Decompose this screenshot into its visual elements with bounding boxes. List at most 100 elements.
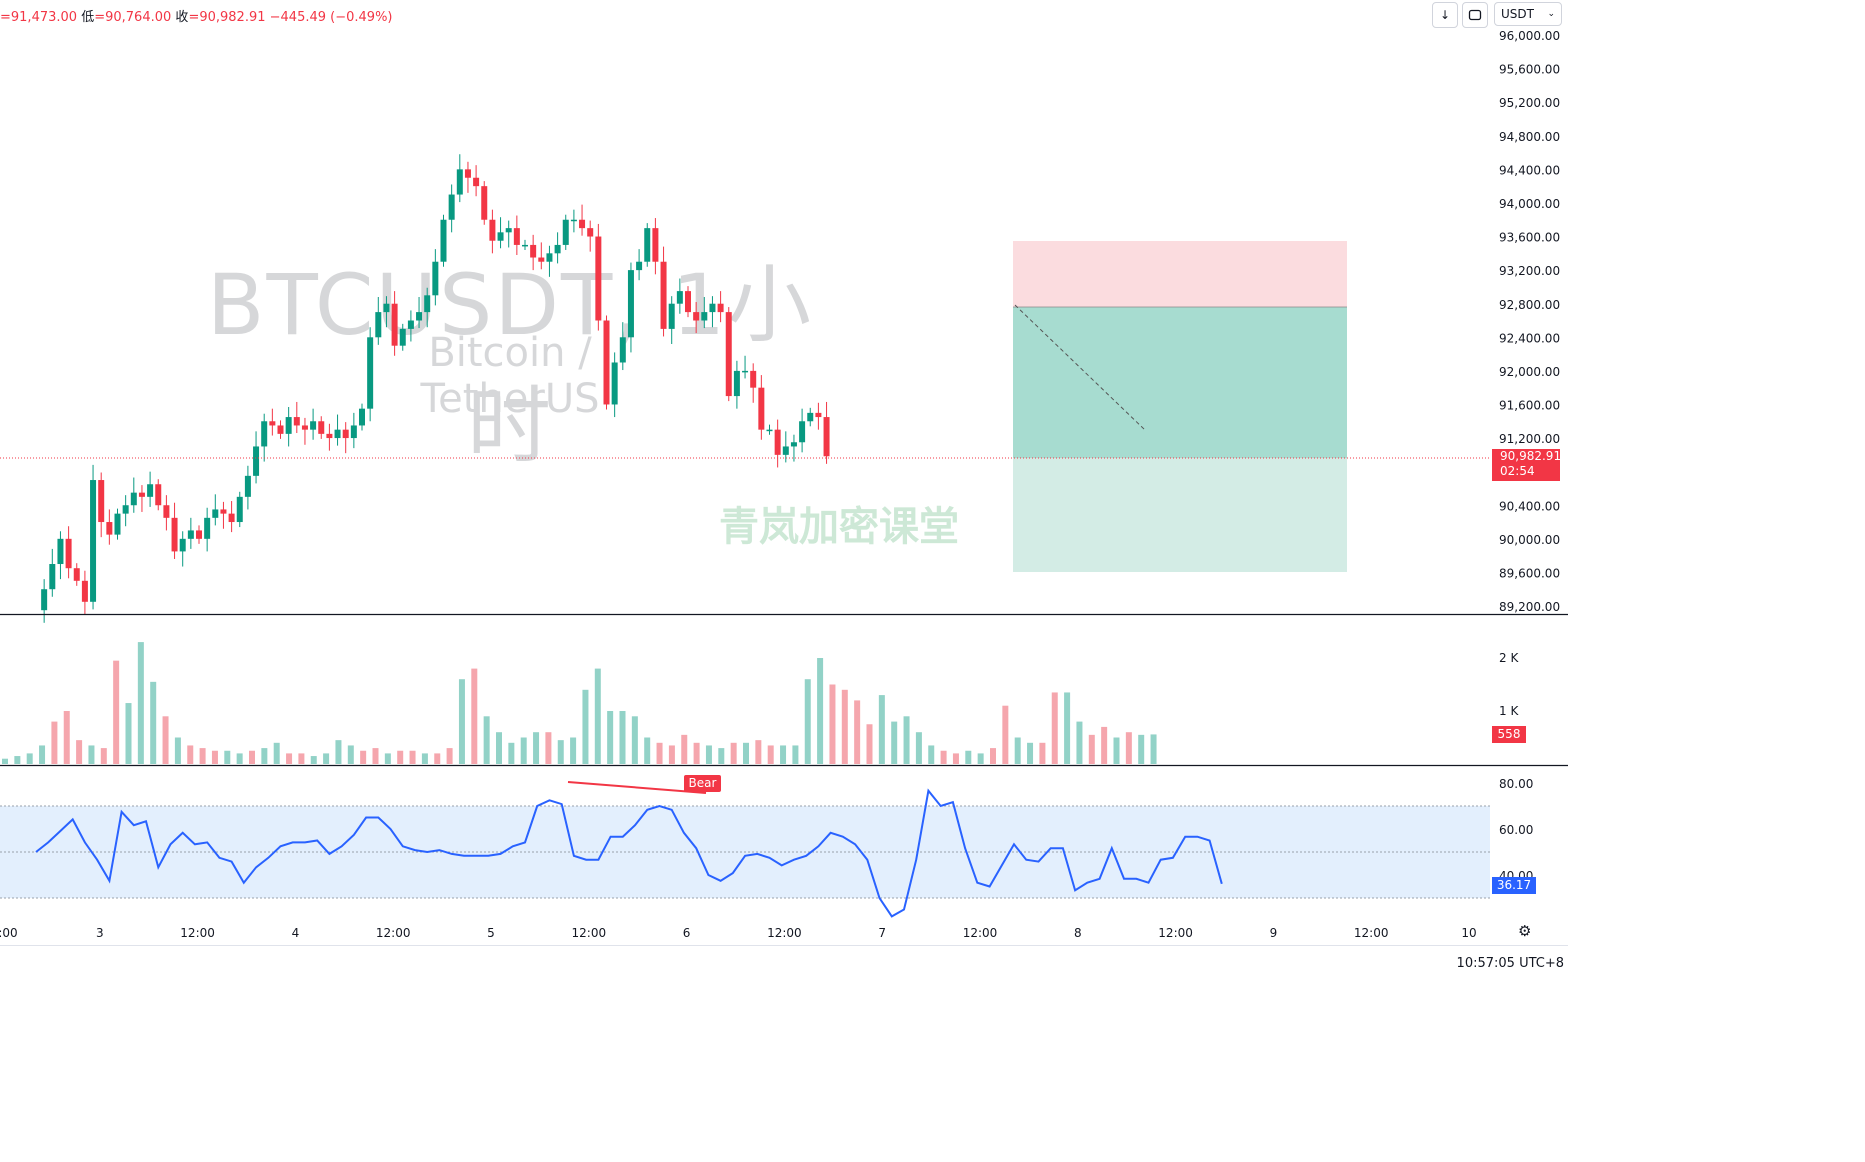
volume-bar [990, 748, 996, 764]
rsi-line [35, 788, 1223, 918]
volume-bar [767, 745, 774, 764]
candle-body [57, 538, 64, 565]
candle-body [709, 303, 716, 313]
volume-bar [113, 660, 120, 764]
candle-body [147, 484, 154, 497]
volume-bar [681, 734, 688, 764]
volume-bar [2, 758, 8, 764]
candle-body [342, 429, 349, 439]
price-axis-label: 90,400.00 [1499, 499, 1560, 513]
candle-body [98, 480, 105, 523]
volume-bar [187, 745, 194, 764]
price-axis-label: 89,600.00 [1499, 567, 1560, 581]
download-button[interactable]: ↓ [1432, 2, 1458, 28]
volume-bar [1088, 734, 1095, 764]
price-axis[interactable]: 96,000.00 95,600.00 95,200.00 94,800.00 94,4… [1499, 29, 1560, 614]
candle-body [742, 370, 749, 373]
volume-bar [397, 750, 404, 764]
candle-body [807, 412, 814, 422]
volume-bar [1051, 692, 1058, 764]
volume-bar [854, 700, 861, 764]
volume-bar [298, 753, 305, 764]
candle-body [187, 530, 194, 539]
candle-body [790, 442, 797, 447]
candle-body [473, 177, 480, 187]
stop-loss-zone[interactable] [1013, 241, 1347, 307]
candle-body [244, 475, 251, 497]
bear-divergence-label: Bear [684, 775, 721, 792]
time-axis-label: 7 [878, 926, 886, 940]
volume-bar [1138, 734, 1145, 764]
volume-bar [446, 748, 453, 764]
candle-body [774, 429, 781, 455]
time-axis-label: 5 [487, 926, 495, 940]
candle-body [416, 312, 423, 321]
volume-bar [817, 658, 824, 764]
time-axis-label: 12:00 [180, 926, 215, 940]
volume-bar [631, 716, 638, 764]
time-axis-label: 10 [1461, 926, 1476, 940]
clock-readout[interactable]: 10:57:05 UTC+8 [1456, 956, 1564, 971]
volume-bar [1039, 742, 1046, 764]
price-axis-label: 92,400.00 [1499, 331, 1560, 345]
price-chart[interactable]: 96,000.00 95,600.00 95,200.00 94,800.00 94,4… [0, 0, 1568, 975]
candle-body [277, 425, 284, 434]
rsi-axis-80: 80.00 [1499, 777, 1533, 791]
price-axis-label: 93,200.00 [1499, 264, 1560, 278]
volume-bar [434, 753, 441, 764]
volume-bar [137, 642, 144, 764]
volume-bar [705, 745, 712, 764]
rsi-badge: 36.17 [1492, 877, 1536, 894]
price-axis-label: 92,000.00 [1499, 365, 1560, 379]
volume-badge: 558 [1492, 726, 1526, 743]
countdown-value: 02:54 [1500, 464, 1535, 478]
volume-bar [1113, 737, 1120, 764]
volume-axis-2k: 2 K [1499, 651, 1519, 665]
volume-bar [310, 756, 317, 764]
volume-bar [236, 753, 243, 764]
candle-body [407, 320, 414, 329]
candle-body [799, 421, 806, 443]
volume-bar [39, 745, 46, 764]
volume-bar [14, 756, 21, 764]
time-axis[interactable]: :00 3 12:00 4 12:00 5 12:00 6 12:00 7 12:00 8 12:00 9… [0, 926, 1477, 940]
candle-body [261, 421, 268, 447]
volume-bar [1076, 721, 1083, 764]
fullscreen-button[interactable] [1462, 2, 1488, 28]
time-axis-label: 12:00 [767, 926, 802, 940]
candle-body [522, 244, 528, 247]
volume-bar [866, 724, 873, 764]
candle-body [130, 492, 137, 506]
candle-body [212, 509, 219, 518]
settings-icon[interactable]: ⚙ [1518, 922, 1532, 940]
candle-body [114, 513, 121, 535]
candle-body [106, 522, 113, 535]
candle-body [733, 370, 740, 397]
candle-body [318, 421, 325, 434]
candle-body [660, 261, 667, 329]
candle-body [138, 492, 145, 497]
price-axis-label: 94,400.00 [1499, 163, 1560, 177]
volume-bar [347, 745, 354, 764]
volume-bar [421, 753, 428, 764]
price-axis-label: 90,000.00 [1499, 533, 1560, 547]
volume-bar [1027, 742, 1034, 764]
currency-select[interactable]: USDT ⌄ [1494, 2, 1562, 26]
candle-body [717, 303, 724, 313]
volume-bar [607, 711, 614, 764]
close-label: 收 [175, 10, 189, 25]
candle-body [293, 417, 300, 426]
price-axis-label: 96,000.00 [1499, 29, 1560, 43]
change-value: −445.49 (−0.49%) [269, 10, 393, 25]
time-axis-label: 4 [292, 926, 300, 940]
candle-body [375, 312, 382, 338]
volume-bar [1101, 726, 1108, 764]
volume-bar [249, 750, 255, 764]
time-axis-label: 12:00 [963, 926, 998, 940]
volume-bar [224, 750, 231, 764]
candle-body [603, 320, 610, 405]
volume-bar [51, 721, 58, 764]
candle-body [367, 337, 374, 409]
time-axis-label: 3 [96, 926, 104, 940]
volume-bar [335, 740, 342, 764]
